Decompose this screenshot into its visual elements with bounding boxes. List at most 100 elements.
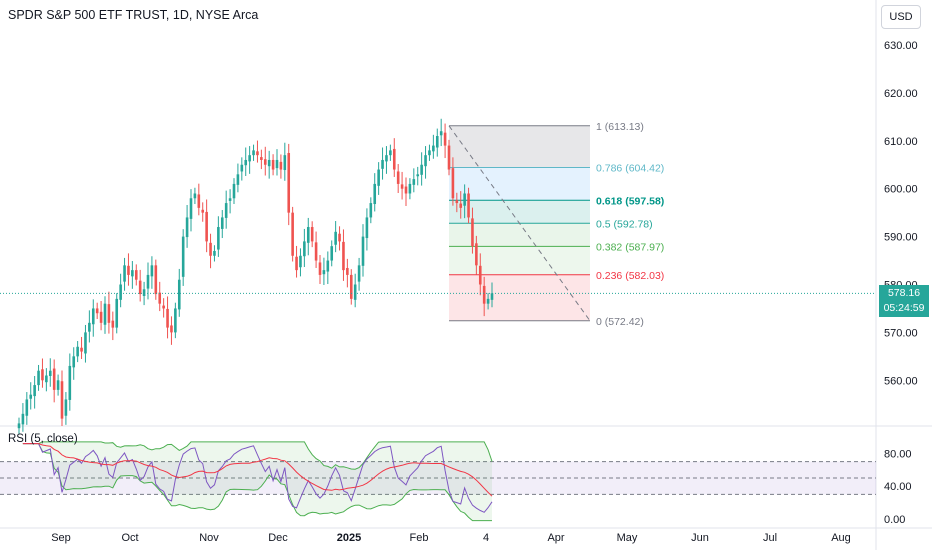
candle-body xyxy=(385,155,388,162)
candle-body xyxy=(224,203,228,218)
candle-body xyxy=(279,161,283,170)
candle-body xyxy=(353,284,357,300)
candle-body xyxy=(424,155,427,167)
time-tick-label: Apr xyxy=(547,532,564,544)
candle-body xyxy=(240,164,244,172)
price-tick-label: 560.00 xyxy=(884,375,918,387)
candle-body xyxy=(271,159,275,170)
time-tick-label: May xyxy=(617,532,638,544)
candle-body xyxy=(193,193,197,199)
last-price-value: 578.16 xyxy=(887,287,921,299)
candle-body xyxy=(369,203,373,218)
rsi-ma-line xyxy=(22,443,493,497)
rsi-indicator-label[interactable]: RSI (5, close) xyxy=(8,433,78,445)
candle-body xyxy=(267,159,271,167)
candle-body xyxy=(322,270,326,275)
fib-zone xyxy=(449,167,590,201)
rsi-lower-band xyxy=(22,443,492,522)
candle-body xyxy=(107,304,111,323)
candle-body xyxy=(174,308,177,333)
candle-body xyxy=(439,131,443,136)
candle-body xyxy=(306,227,310,243)
candle-body xyxy=(236,174,240,185)
candle-body xyxy=(154,265,158,295)
candle-body xyxy=(467,193,470,218)
rsi-upper-band xyxy=(22,441,493,470)
candle-body xyxy=(287,153,291,213)
candle-body xyxy=(478,265,482,285)
candle-body xyxy=(455,200,459,204)
candle-body xyxy=(158,292,162,304)
fib-zone xyxy=(449,200,590,224)
candle-body xyxy=(310,227,314,242)
time-tick-label: Feb xyxy=(410,532,429,544)
candle-body xyxy=(166,308,169,328)
candle-body xyxy=(64,399,68,416)
candle-body xyxy=(88,322,91,332)
candle-body xyxy=(138,280,142,295)
time-tick-label: 4 xyxy=(483,532,489,544)
candle-body xyxy=(295,256,298,271)
price-tick-label: 630.00 xyxy=(884,40,918,52)
candle-body xyxy=(334,231,337,245)
candle-body xyxy=(84,332,87,354)
candle-body xyxy=(185,217,189,238)
candle-body xyxy=(189,198,193,219)
price-tick-label: 570.00 xyxy=(884,327,918,339)
time-tick-label: Oct xyxy=(121,532,138,544)
candle-body xyxy=(252,150,255,156)
candle-body xyxy=(349,274,353,299)
candle-body xyxy=(357,265,361,282)
time-tick-label: Jul xyxy=(763,532,777,544)
candle-body xyxy=(33,385,36,397)
time-tick-label: Dec xyxy=(268,532,288,544)
fib-level-label: 0.236 (582.03) xyxy=(596,270,664,282)
candle-body xyxy=(95,308,99,314)
candle-body xyxy=(80,347,83,352)
rsi-band-fill xyxy=(22,441,493,521)
candle-body xyxy=(228,198,232,201)
candle-body xyxy=(209,242,212,256)
time-tick-label: Jun xyxy=(691,532,709,544)
candle-body xyxy=(400,184,404,189)
candle-body xyxy=(68,365,72,400)
candle-body xyxy=(29,394,33,399)
currency-button[interactable]: USD xyxy=(881,5,921,29)
candle-body xyxy=(490,293,494,300)
time-tick-label: Nov xyxy=(199,532,219,544)
candle-body xyxy=(131,270,134,277)
candle-body xyxy=(303,241,306,257)
candle-body xyxy=(162,305,165,309)
candle-body xyxy=(373,183,377,205)
price-tick-label: 600.00 xyxy=(884,184,918,196)
candle-body xyxy=(150,265,154,277)
candle-body xyxy=(21,413,25,425)
candle-body xyxy=(76,346,79,357)
candle-body xyxy=(201,209,205,213)
candle-body xyxy=(435,136,439,148)
candle-body xyxy=(451,168,455,199)
fib-trend-line xyxy=(448,125,591,322)
fib-zone xyxy=(449,125,590,168)
candle-body xyxy=(299,255,302,268)
fib-zone xyxy=(449,274,590,321)
candle-body xyxy=(486,298,490,304)
candle-body xyxy=(314,242,318,261)
candle-body xyxy=(99,311,103,323)
candle-body xyxy=(170,325,173,333)
candle-body xyxy=(432,145,435,152)
candle-body xyxy=(119,284,122,300)
candle-body xyxy=(283,155,287,171)
candle-body xyxy=(475,243,478,266)
candle-body xyxy=(365,217,369,239)
candle-body xyxy=(263,159,267,165)
candle-body xyxy=(392,148,396,170)
candle-body xyxy=(72,356,76,368)
candle-body xyxy=(25,399,29,416)
fibonacci-retracement[interactable]: 1 (613.13) 0.786 (604.42) 0.618 (597.58) 0.… xyxy=(448,121,664,328)
candle-body xyxy=(338,233,341,242)
time-tick-label: Sep xyxy=(51,532,71,544)
candle-body xyxy=(346,267,349,275)
candle-body xyxy=(420,164,423,175)
